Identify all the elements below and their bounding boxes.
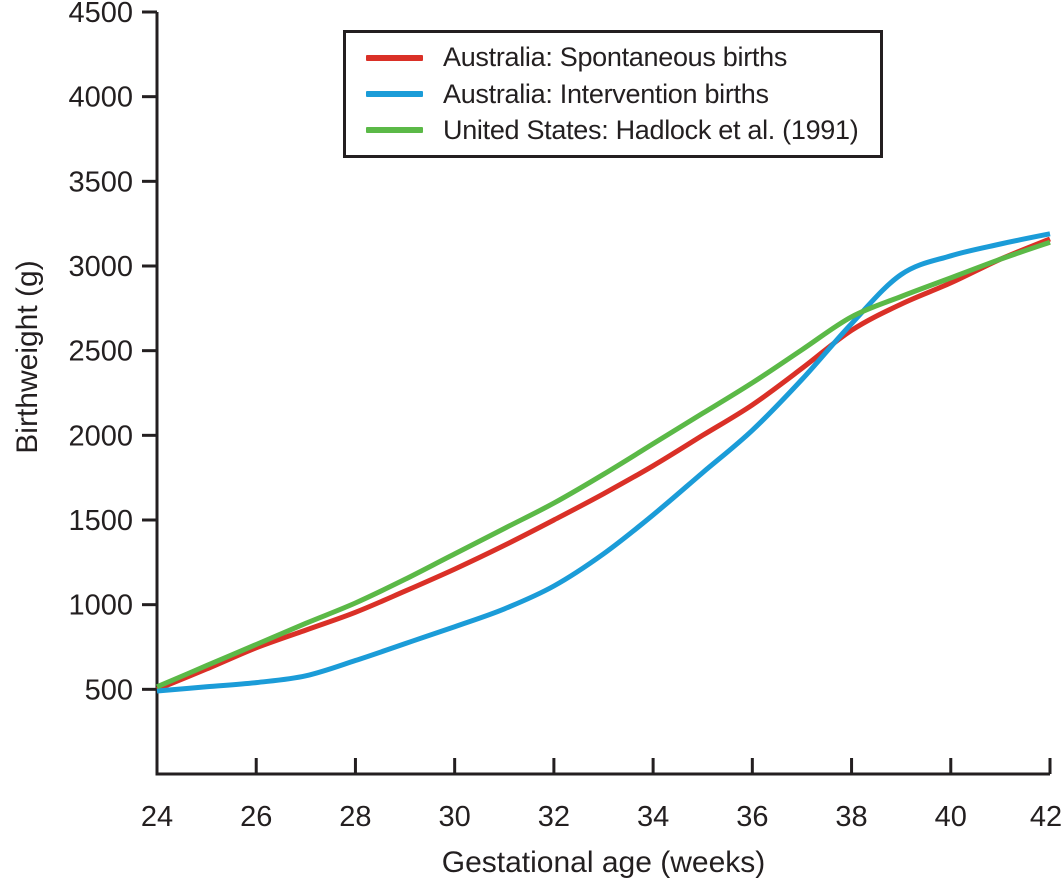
y-tick-label: 2500 (68, 336, 133, 368)
x-tick-label: 38 (835, 801, 867, 833)
x-tick-label: 36 (736, 801, 768, 833)
x-tick-label: 24 (141, 801, 173, 833)
legend-line-swatch-blue (366, 91, 423, 97)
y-tick-label: 4500 (68, 0, 133, 29)
y-axis-title: Birthweight (g) (11, 260, 44, 454)
x-tick-label: 34 (637, 801, 669, 833)
series-line-1 (156, 231, 1051, 694)
y-tick-label: 4000 (68, 82, 133, 114)
y-tick-label: 3000 (68, 251, 133, 283)
chart-legend: Australia: Spontaneous births Australia:… (343, 30, 883, 158)
y-tick-label: 1500 (68, 505, 133, 537)
legend-line-swatch-red (366, 54, 423, 61)
x-tick-label: 32 (538, 801, 570, 833)
series-line-0 (156, 236, 1051, 692)
x-tick-label: 40 (935, 801, 967, 833)
x-axis-title: Gestational age (weeks) (441, 846, 766, 879)
y-tick-label: 2000 (68, 420, 133, 452)
legend-label: Australia: Spontaneous births (443, 42, 788, 73)
x-tick-label: 30 (439, 801, 471, 833)
legend-item-hadlock: United States: Hadlock et al. (1991) (366, 115, 870, 146)
y-tick-label: 500 (85, 674, 133, 706)
legend-item-spontaneous: Australia: Spontaneous births (366, 42, 870, 73)
y-tick-label: 3500 (68, 166, 133, 198)
legend-item-intervention: Australia: Intervention births (366, 79, 870, 110)
legend-label: Australia: Intervention births (443, 78, 769, 109)
series-line-2 (156, 239, 1051, 690)
x-tick-label: 26 (240, 801, 272, 833)
x-tick-label: 28 (339, 801, 371, 833)
legend-label: United States: Hadlock et al. (1991) (443, 114, 859, 145)
legend-line-swatch-green (366, 127, 423, 134)
x-tick-label: 42 (1030, 801, 1062, 833)
y-tick-label: 1000 (68, 590, 133, 622)
